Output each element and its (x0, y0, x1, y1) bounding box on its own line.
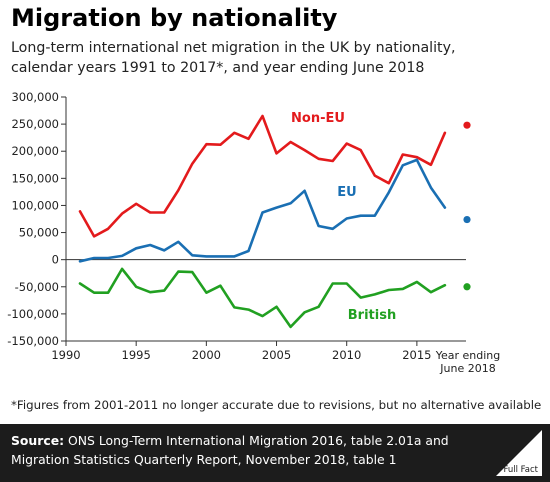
x-tick-label: 1995 (122, 348, 151, 362)
logo-text: Full Fact (503, 465, 538, 475)
latest-point-british (463, 283, 471, 291)
y-tick-label: 50,000 (19, 226, 59, 240)
latest-point-non-eu (463, 121, 471, 129)
subtitle-line-2: calendar years 1991 to 2017*, and year e… (11, 60, 425, 76)
y-tick-label: 150,000 (11, 171, 59, 185)
footnote: *Figures from 2001-2011 no longer accura… (11, 398, 542, 412)
y-tick-label: 200,000 (11, 144, 59, 158)
latest-point-eu (463, 215, 471, 224)
series-line-non-eu (78, 114, 447, 238)
x-extra-label-line1: Year ending (435, 349, 501, 362)
y-tick-label: 0 (52, 253, 59, 267)
y-tick-label: 100,000 (11, 198, 59, 212)
y-tick-label: -50,000 (15, 280, 59, 294)
source-text: Source: ONS Long-Term International Migr… (11, 431, 491, 469)
series-label-eu: EU (337, 185, 356, 200)
x-tick-label: 1990 (51, 348, 80, 362)
x-tick-label: 2010 (332, 348, 361, 362)
logo-triangle-icon (496, 430, 542, 476)
x-tick-label: 2015 (402, 348, 431, 362)
chart-subtitle: Long-term international net migration in… (11, 38, 541, 78)
series-line-british (78, 267, 447, 329)
series-line-eu (78, 158, 447, 263)
source-body: ONS Long-Term International Migration 20… (11, 433, 449, 467)
x-tick-label: 2005 (262, 348, 291, 362)
source-label: Source: (11, 433, 65, 448)
x-extra-label-line2: June 2018 (439, 362, 495, 375)
y-tick-label: 250,000 (11, 117, 59, 131)
subtitle-line-1: Long-term international net migration in… (11, 40, 456, 56)
line-chart: 300,000 250,000 200,000 150,000 100,000 50,00… (7, 90, 501, 375)
full-fact-logo: Full Fact (496, 430, 542, 476)
y-tick-label: -150,000 (7, 334, 59, 348)
series-label-british: British (348, 308, 396, 323)
source-footer: Source: ONS Long-Term International Migr… (0, 424, 550, 482)
x-tick-label: 2000 (192, 348, 221, 362)
chart-title: Migration by nationality (11, 4, 338, 32)
series-label-non-eu: Non-EU (291, 111, 345, 126)
y-tick-label: 300,000 (11, 90, 59, 104)
y-tick-label: -100,000 (7, 307, 59, 321)
